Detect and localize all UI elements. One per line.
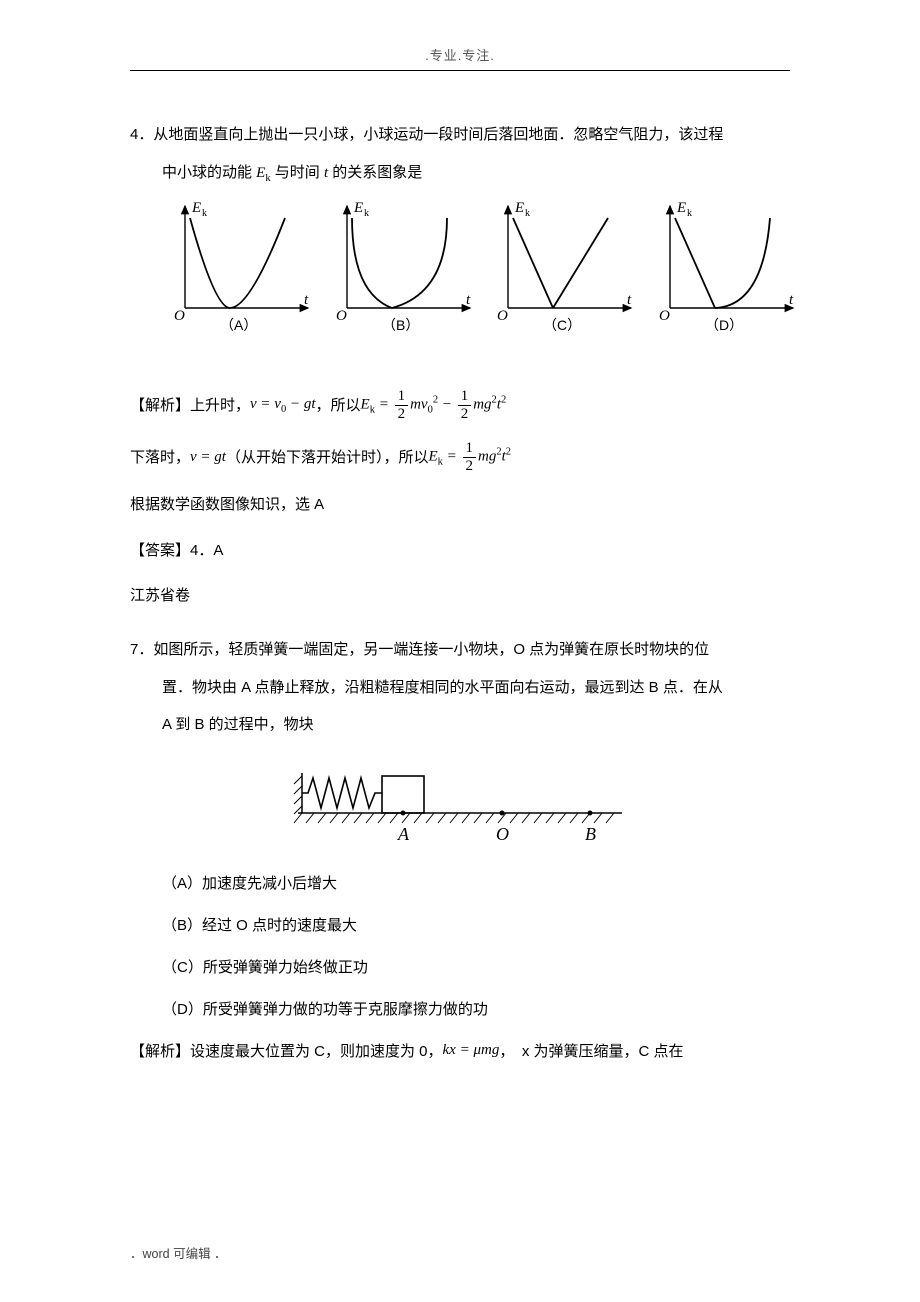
q7-line1: 如图所示，轻质弹簧一端固定，另一端连接一小物块，O 点为弹簧在原长时物块的位 [153,641,709,658]
svg-text:t: t [304,292,309,308]
svg-text:t: t [789,292,794,308]
option-a: （A）加速度先减小后增大 [130,872,790,896]
formula-v-down: v = gt [190,441,226,474]
q4-line2c: 的关系图象是 [328,164,422,181]
svg-text:（C）: （C） [543,317,581,333]
svg-text:（A）: （A） [220,317,257,333]
q7-options: （A）加速度先减小后增大 （B）经过 O 点时的速度最大 （C）所受弹簧弹力始终… [130,872,790,1022]
svg-text:t: t [627,292,632,308]
explain-line2b: （从开始下落开始计时），所以 [226,441,429,474]
svg-text:E: E [353,200,363,216]
q7-explain-mid: ， x 为弹簧压缩量，C 点在 [499,1040,683,1061]
q7-formula: kx = μmg [443,1042,500,1059]
q7-explain-prefix: 【解析】设速度最大位置为 C，则加速度为 0， [130,1040,443,1061]
explain-line3: 根据数学函数图像知识，选 A [130,488,324,521]
formula-ek-down: Ek = 12mg2t2 [428,440,511,474]
svg-text:t: t [466,292,471,308]
page-header-label: .专业.专注. [130,45,790,64]
svg-text:O: O [336,308,347,324]
svg-text:O: O [497,308,508,324]
q7-stem: 7．如图所示，轻质弹簧一端固定，另一端连接一小物块，O 点为弹簧在原长时物块的位… [130,631,790,744]
svg-text:O: O [174,308,185,324]
q4-graphs: E k O t （A） E k O t （B） E [160,198,800,348]
graph-a: E k O t （A） [160,198,315,348]
graph-d: E k O t （D） [645,198,800,348]
q7-number: 7． [130,641,153,658]
graph-c: E k O t （C） [483,198,638,348]
svg-text:A: A [397,824,410,844]
svg-text:E: E [514,200,524,216]
formula-v-up: v = v0 − gt [250,388,315,421]
q4-explanation: 【解析】上升时， v = v0 − gt ，所以 Ek = 12mv02 − 1… [130,388,790,521]
explain-prefix: 【解析】上升时， [130,389,250,422]
q7-line3: A 到 B 的过程中，物块 [130,706,790,744]
svg-text:k: k [202,208,207,219]
svg-text:（B）: （B） [382,317,419,333]
q7-figure: A O B [130,758,790,848]
q4-number: 4． [130,126,153,143]
svg-text:B: B [585,824,596,844]
q4-stem: 4．从地面竖直向上抛出一只小球，小球运动一段时间后落回地面．忽略空气阻力，该过程… [130,116,790,192]
header-rule [130,70,790,71]
q7-line2: 置．物块由 A 点静止释放，沿粗糙程度相同的水平面向右运动，最远到达 B 点．在… [130,669,790,707]
svg-text:k: k [687,208,692,219]
option-d: （D）所受弹簧弹力做的功等于克服摩擦力做的功 [130,998,790,1022]
svg-text:E: E [191,200,201,216]
q4-Ek: Ek [256,165,270,181]
explain-mid1: ，所以 [316,389,361,422]
q4-answer: 【答案】4．A [130,539,790,560]
q7-explanation: 【解析】设速度最大位置为 C，则加速度为 0， kx = μmg ， x 为弹簧… [130,1040,790,1061]
svg-text:O: O [659,308,670,324]
svg-text:k: k [525,208,530,219]
q4-line2a: 中小球的动能 [162,164,256,181]
formula-ek-up: Ek = 12mv02 − 12mg2t2 [361,388,507,422]
province-label: 江苏省卷 [130,584,790,605]
page-footnote: ．word 可编辑 ． [130,1243,227,1262]
svg-text:k: k [364,208,369,219]
explain-line2a: 下落时， [130,441,190,474]
svg-text:O: O [496,824,509,844]
graph-b: E k O t （B） [322,198,477,348]
svg-text:（D）: （D） [705,317,743,333]
option-b: （B）经过 O 点时的速度最大 [130,914,790,938]
q4-line1: 从地面竖直向上抛出一只小球，小球运动一段时间后落回地面．忽略空气阻力，该过程 [153,126,723,143]
q4-line2b: 与时间 [271,164,324,181]
option-c: （C）所受弹簧弹力始终做正功 [130,956,790,980]
svg-text:E: E [676,200,686,216]
